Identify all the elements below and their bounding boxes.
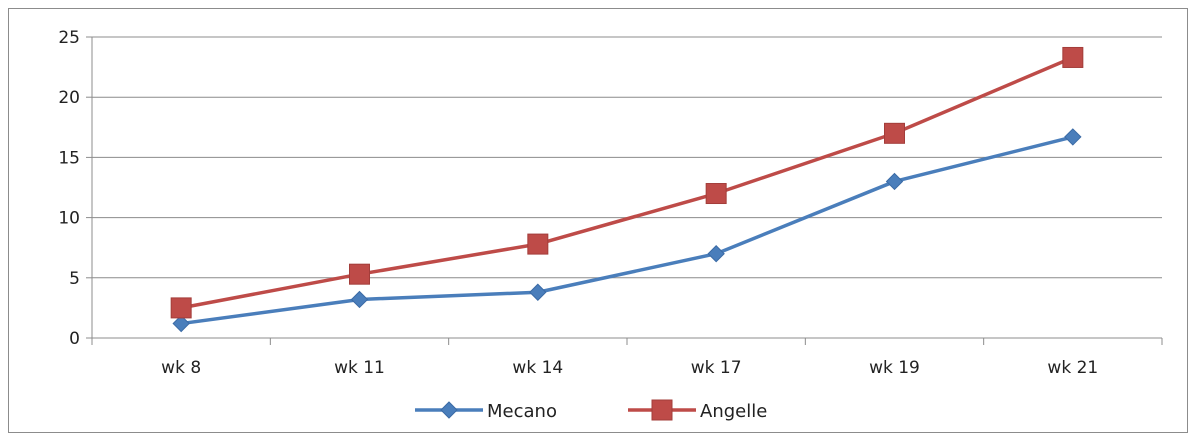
series-line bbox=[180, 135, 1074, 326]
diamond-marker bbox=[707, 245, 725, 263]
diamond-marker bbox=[172, 314, 190, 333]
legend-square-icon bbox=[651, 399, 673, 421]
y-tick-label: 0 bbox=[69, 329, 80, 349]
chart-frame bbox=[8, 8, 1188, 433]
x-tick-label: wk 21 bbox=[1047, 358, 1098, 378]
square-marker bbox=[349, 263, 370, 285]
diamond-marker bbox=[885, 172, 904, 191]
y-tick-label: 20 bbox=[58, 88, 80, 108]
legend-label: Mecano bbox=[487, 401, 557, 422]
x-tick-labels: wk 8 wk 11 wk 14 wk 17 wk 19 wk 21 bbox=[161, 358, 1098, 378]
legend-entry-angelle: Angelle bbox=[628, 399, 767, 422]
diamond-marker bbox=[1064, 128, 1082, 146]
square-marker bbox=[527, 233, 549, 255]
x-tick-label: wk 8 bbox=[161, 358, 201, 378]
y-tick-label: 10 bbox=[58, 209, 80, 229]
y-tick-label: 15 bbox=[58, 148, 80, 168]
y-tick-label: 5 bbox=[69, 269, 80, 289]
y-tick-label: 25 bbox=[58, 28, 80, 48]
legend: Mecano Angelle bbox=[415, 399, 767, 422]
diamond-marker bbox=[350, 290, 369, 309]
gridlines bbox=[92, 36, 1162, 279]
x-tick-label: wk 11 bbox=[334, 358, 385, 378]
x-tick-label: wk 19 bbox=[869, 358, 920, 378]
diamond-marker bbox=[529, 283, 547, 301]
square-marker bbox=[170, 297, 192, 319]
series bbox=[170, 46, 1084, 333]
series-line bbox=[180, 55, 1074, 310]
x-tick-label: wk 14 bbox=[512, 358, 563, 378]
square-marker bbox=[705, 183, 727, 205]
y-tick-labels: 0 5 10 15 20 25 bbox=[58, 28, 80, 349]
legend-entry-mecano: Mecano bbox=[415, 401, 557, 422]
series-angelle bbox=[170, 46, 1084, 319]
x-tick-label: wk 17 bbox=[691, 358, 742, 378]
legend-label: Angelle bbox=[700, 401, 767, 422]
square-marker bbox=[1062, 46, 1084, 68]
axes bbox=[86, 36, 1163, 345]
square-marker bbox=[884, 122, 905, 144]
series-mecano bbox=[172, 128, 1082, 333]
legend-diamond-icon bbox=[440, 401, 458, 419]
